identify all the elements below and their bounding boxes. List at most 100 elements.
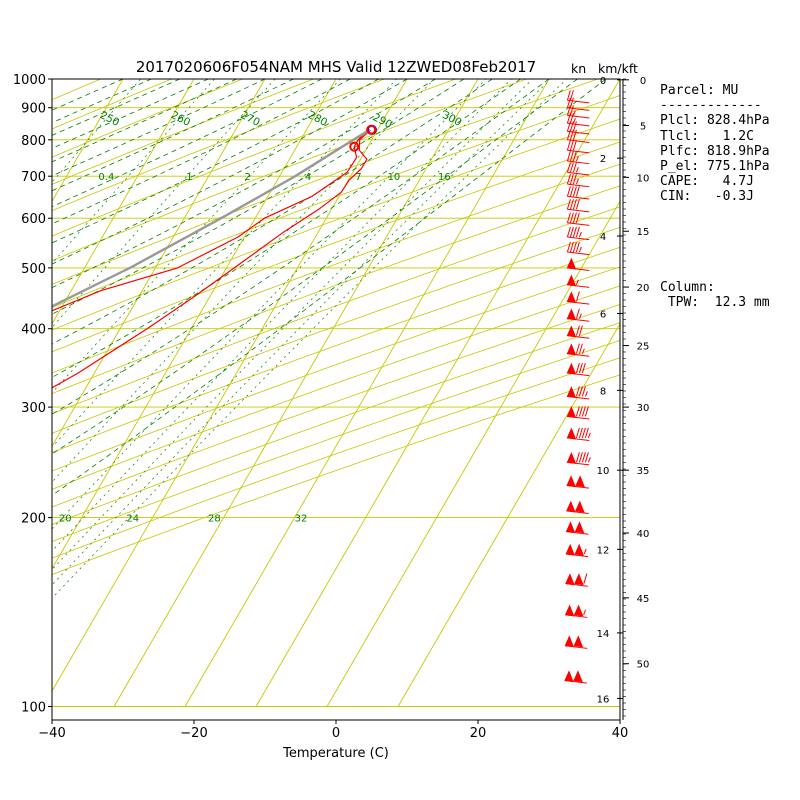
barb-full [581, 362, 586, 374]
barb-flag [566, 291, 577, 304]
mixing-ratio-label: 2 [244, 172, 250, 183]
p-el-value: P_el: 775.1hPa [660, 159, 770, 175]
barb-full [581, 452, 586, 463]
barb-full [575, 308, 580, 319]
wind-barb [565, 543, 589, 558]
isotherm-line [52, 79, 124, 203]
barb-full [572, 162, 577, 173]
moist-adiabat [52, 79, 607, 496]
wind-barb [566, 274, 590, 288]
barb-full [578, 325, 583, 336]
mixing-ratio-line [52, 79, 141, 183]
pressure-tick-label: 200 [21, 512, 46, 527]
barb-flag [575, 500, 585, 513]
barb-half [583, 609, 587, 615]
barb-full [572, 212, 577, 223]
barb-full [572, 226, 577, 238]
barb-full [581, 427, 586, 438]
wind-barb [566, 291, 590, 305]
barb-full [569, 226, 574, 238]
barb-half [587, 432, 591, 439]
dry-adiabat [52, 79, 457, 237]
barb-flag [574, 521, 585, 534]
x-tick-label: 0 [332, 726, 340, 741]
barb-shaft [567, 236, 590, 241]
barb-full [569, 129, 574, 140]
dry-adiabat [52, 226, 620, 434]
wind-barb [566, 325, 590, 339]
dry-adiabat [52, 79, 102, 101]
isotherm-line [52, 79, 266, 448]
barb-flag [566, 362, 577, 375]
dry-adiabat [52, 285, 620, 490]
barb-full [566, 173, 571, 185]
theta-label: 250 [98, 109, 121, 129]
dry-adiabat [52, 141, 620, 353]
wind-barb [566, 90, 590, 104]
theta-label: 280 [306, 109, 329, 129]
barb-shaft [567, 183, 590, 188]
barb-shaft [567, 195, 590, 200]
kft-tick-label: 10 [637, 173, 650, 184]
barb-full [566, 150, 571, 162]
wind-barb [566, 343, 590, 357]
dry-adiabat [52, 374, 620, 575]
barb-shaft [567, 107, 590, 111]
mixing-ratio-line [52, 79, 534, 571]
barb-full [578, 386, 583, 397]
mixing-ratio-label: 16 [0, 514, 13, 525]
barb-full [569, 186, 574, 197]
wind-barb [566, 162, 590, 176]
x-tick-label: −40 [38, 726, 65, 741]
barb-half [587, 457, 591, 463]
wind-barb [566, 406, 590, 420]
x-tick-label: −20 [180, 726, 207, 741]
barb-shaft [567, 160, 590, 165]
barb-flag [565, 543, 575, 556]
plot-frame [51, 78, 621, 721]
barb-half [583, 548, 587, 555]
pressure-tick-label: 700 [21, 170, 46, 185]
dry-adiabat [52, 357, 620, 559]
lcl-marker [349, 141, 360, 152]
mixing-ratio-line [52, 79, 398, 448]
wind-barb [566, 452, 591, 466]
pressure-tick-label: 800 [21, 134, 46, 149]
barb-full [575, 452, 580, 463]
dry-adiabat [52, 266, 620, 472]
column-panel: Column: TPW: 12.3 mm [660, 280, 770, 310]
mixing-ratio-line [52, 79, 513, 552]
chart-title: 2017020606F054NAM MHS Valid 12ZWED08Feb2… [136, 58, 536, 76]
barb-full [569, 105, 574, 116]
barb-full [575, 212, 580, 223]
barb-full [572, 129, 577, 140]
x-axis-label: Temperature (C) [282, 746, 389, 761]
mixing-ratio-label: 16 [438, 172, 451, 183]
pressure-tick-label: 600 [21, 212, 46, 227]
barb-flag [566, 308, 577, 321]
barb-full [566, 212, 571, 223]
km-tick-label: 0 [600, 76, 606, 87]
barb-flag [573, 604, 584, 617]
kft-tick-label: 30 [637, 403, 650, 414]
barb-half [572, 118, 576, 124]
kft-tick-label: 50 [637, 660, 650, 671]
barb-full [575, 343, 580, 354]
dry-adiabat [52, 79, 173, 130]
km-tick-label: 12 [597, 545, 610, 556]
km-tick-label: 6 [600, 309, 606, 320]
km-tick-label: 2 [600, 154, 606, 165]
isotherm-line [52, 79, 195, 325]
barb-half [581, 348, 585, 354]
barb-full [566, 105, 571, 116]
wind-barb [566, 113, 590, 127]
barb-flag [566, 427, 577, 440]
barb-full [572, 186, 577, 197]
tlcl-value: Tlcl: 1.2C [660, 128, 754, 144]
barb-full [566, 226, 571, 238]
barb-half [575, 279, 579, 285]
barb-flag [566, 343, 577, 356]
km-tick-label: 4 [600, 232, 606, 243]
barb-full [569, 199, 574, 210]
